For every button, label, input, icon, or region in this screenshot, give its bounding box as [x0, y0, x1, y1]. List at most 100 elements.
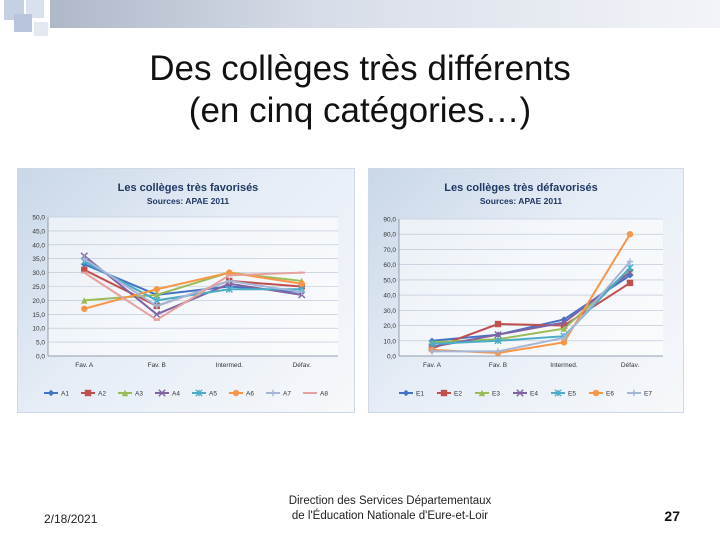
data-point: [225, 285, 233, 293]
legend-label: A7: [283, 391, 291, 398]
y-tick-label: 80,0: [383, 232, 396, 239]
data-point: [428, 340, 436, 348]
data-point: [81, 297, 88, 304]
legend-marker: [84, 389, 92, 397]
footer-organization: Direction des Services Départementaux de…: [260, 494, 520, 524]
legend-marker: [478, 389, 486, 397]
series-line: [431, 282, 631, 350]
chart-title: Les collèges très défavorisés: [444, 182, 597, 194]
data-point: [494, 337, 502, 345]
legend-marker: [630, 389, 638, 397]
series-line: [83, 271, 302, 322]
series-line: [84, 271, 302, 302]
legend-label: E2: [454, 391, 462, 398]
legend-label: A8: [320, 391, 328, 398]
data-point: [153, 296, 161, 305]
legend-marker: [592, 389, 600, 397]
data-point: [626, 279, 634, 287]
legend-item: E7: [627, 389, 652, 398]
y-tick-label: 50,0: [383, 277, 396, 284]
data-point: [153, 286, 160, 293]
legend-marker: [47, 389, 55, 397]
legend-item: A4: [155, 389, 180, 398]
data-point: [81, 305, 88, 312]
y-tick-label: 10,0: [383, 338, 396, 345]
chart-subtitle: Sources: APAE 2011: [480, 196, 562, 206]
series-line: [432, 260, 631, 353]
data-point: [298, 280, 305, 287]
page-number: 27: [664, 508, 680, 524]
y-tick-label: 20,0: [383, 323, 396, 330]
legend-label: A4: [172, 391, 180, 398]
data-point: [226, 269, 233, 276]
data-point: [560, 339, 568, 346]
data-point: [153, 291, 160, 299]
chart-very-disadvantaged: Les collèges très défavorisés Sources: AP…: [368, 168, 684, 413]
legend-label: A3: [135, 391, 143, 398]
data-point: [298, 288, 305, 296]
legend-label: E6: [606, 391, 614, 398]
y-tick-label: 45,0: [32, 228, 45, 235]
footer-org-line-2: de l'Éducation Nationale d'Eure-et-Loir: [291, 510, 489, 522]
legend-item: A8: [303, 391, 328, 398]
data-point: [153, 302, 160, 310]
series-A6: [81, 269, 305, 312]
slide-title: Des collèges très différents (en cinq ca…: [60, 48, 660, 132]
legend-item: A2: [81, 389, 106, 398]
legend-marker: [121, 389, 129, 397]
legend-item: E2: [437, 389, 462, 398]
y-tick-label: 15,0: [32, 312, 45, 319]
data-point: [626, 258, 634, 265]
x-tick-label: Fav. A: [423, 362, 442, 369]
series-line: [431, 271, 631, 348]
series-E7: [428, 258, 634, 355]
data-point: [560, 316, 568, 323]
legend-item: A6: [229, 389, 254, 398]
y-tick-label: 0,0: [36, 354, 45, 361]
legend-marker: [158, 389, 166, 397]
data-point: [81, 266, 88, 274]
legend-label: E7: [644, 391, 652, 398]
series-A8: [81, 271, 305, 322]
data-point: [494, 320, 502, 328]
legend-marker: [516, 389, 524, 397]
y-tick-label: 0,0: [387, 354, 396, 361]
y-tick-label: 25,0: [32, 284, 45, 291]
x-tick-label: Fav. B: [148, 362, 166, 369]
x-tick-label: Défav.: [293, 362, 311, 369]
legend-marker: [195, 389, 203, 397]
data-point: [494, 330, 502, 339]
data-point: [626, 231, 634, 238]
legend-label: E1: [416, 391, 424, 398]
legend-marker: [269, 389, 277, 397]
footer-org-line-1: Direction des Services Départementaux: [288, 495, 492, 507]
series-A7: [81, 255, 305, 310]
y-tick-label: 5,0: [36, 340, 45, 347]
slide-title-line-1: Des collèges très différents: [149, 49, 571, 88]
chart-very-disadvantaged-svg: Les collèges très défavorisés Sources: AP…: [383, 182, 663, 398]
y-tick-label: 10,0: [32, 326, 45, 333]
x-tick-label: Intermed.: [216, 362, 244, 369]
y-tick-label: 40,0: [383, 293, 396, 300]
legend-label: A5: [209, 391, 217, 398]
legend-marker: [440, 389, 448, 397]
x-tick-label: Intermed.: [550, 362, 578, 369]
decorative-squares: [0, 0, 720, 40]
legend-item: A3: [118, 389, 143, 398]
footer-date: 2/18/2021: [44, 512, 98, 526]
data-point: [494, 348, 502, 355]
legend-label: A1: [61, 391, 69, 398]
legend-item: A1: [44, 389, 69, 398]
chart-subtitle: Sources: APAE 2011: [147, 196, 229, 206]
legend-marker: [554, 389, 562, 397]
y-tick-label: 30,0: [32, 270, 45, 277]
legend-item: A5: [192, 389, 217, 398]
series-line: [83, 271, 302, 310]
x-tick-label: Fav. B: [489, 362, 507, 369]
legend-marker: [402, 389, 410, 397]
data-point: [560, 318, 568, 327]
x-tick-label: Défav.: [621, 362, 639, 369]
data-point: [153, 310, 161, 318]
chart-title: Les collèges très favorisés: [118, 182, 259, 194]
y-tick-label: 60,0: [383, 262, 396, 269]
